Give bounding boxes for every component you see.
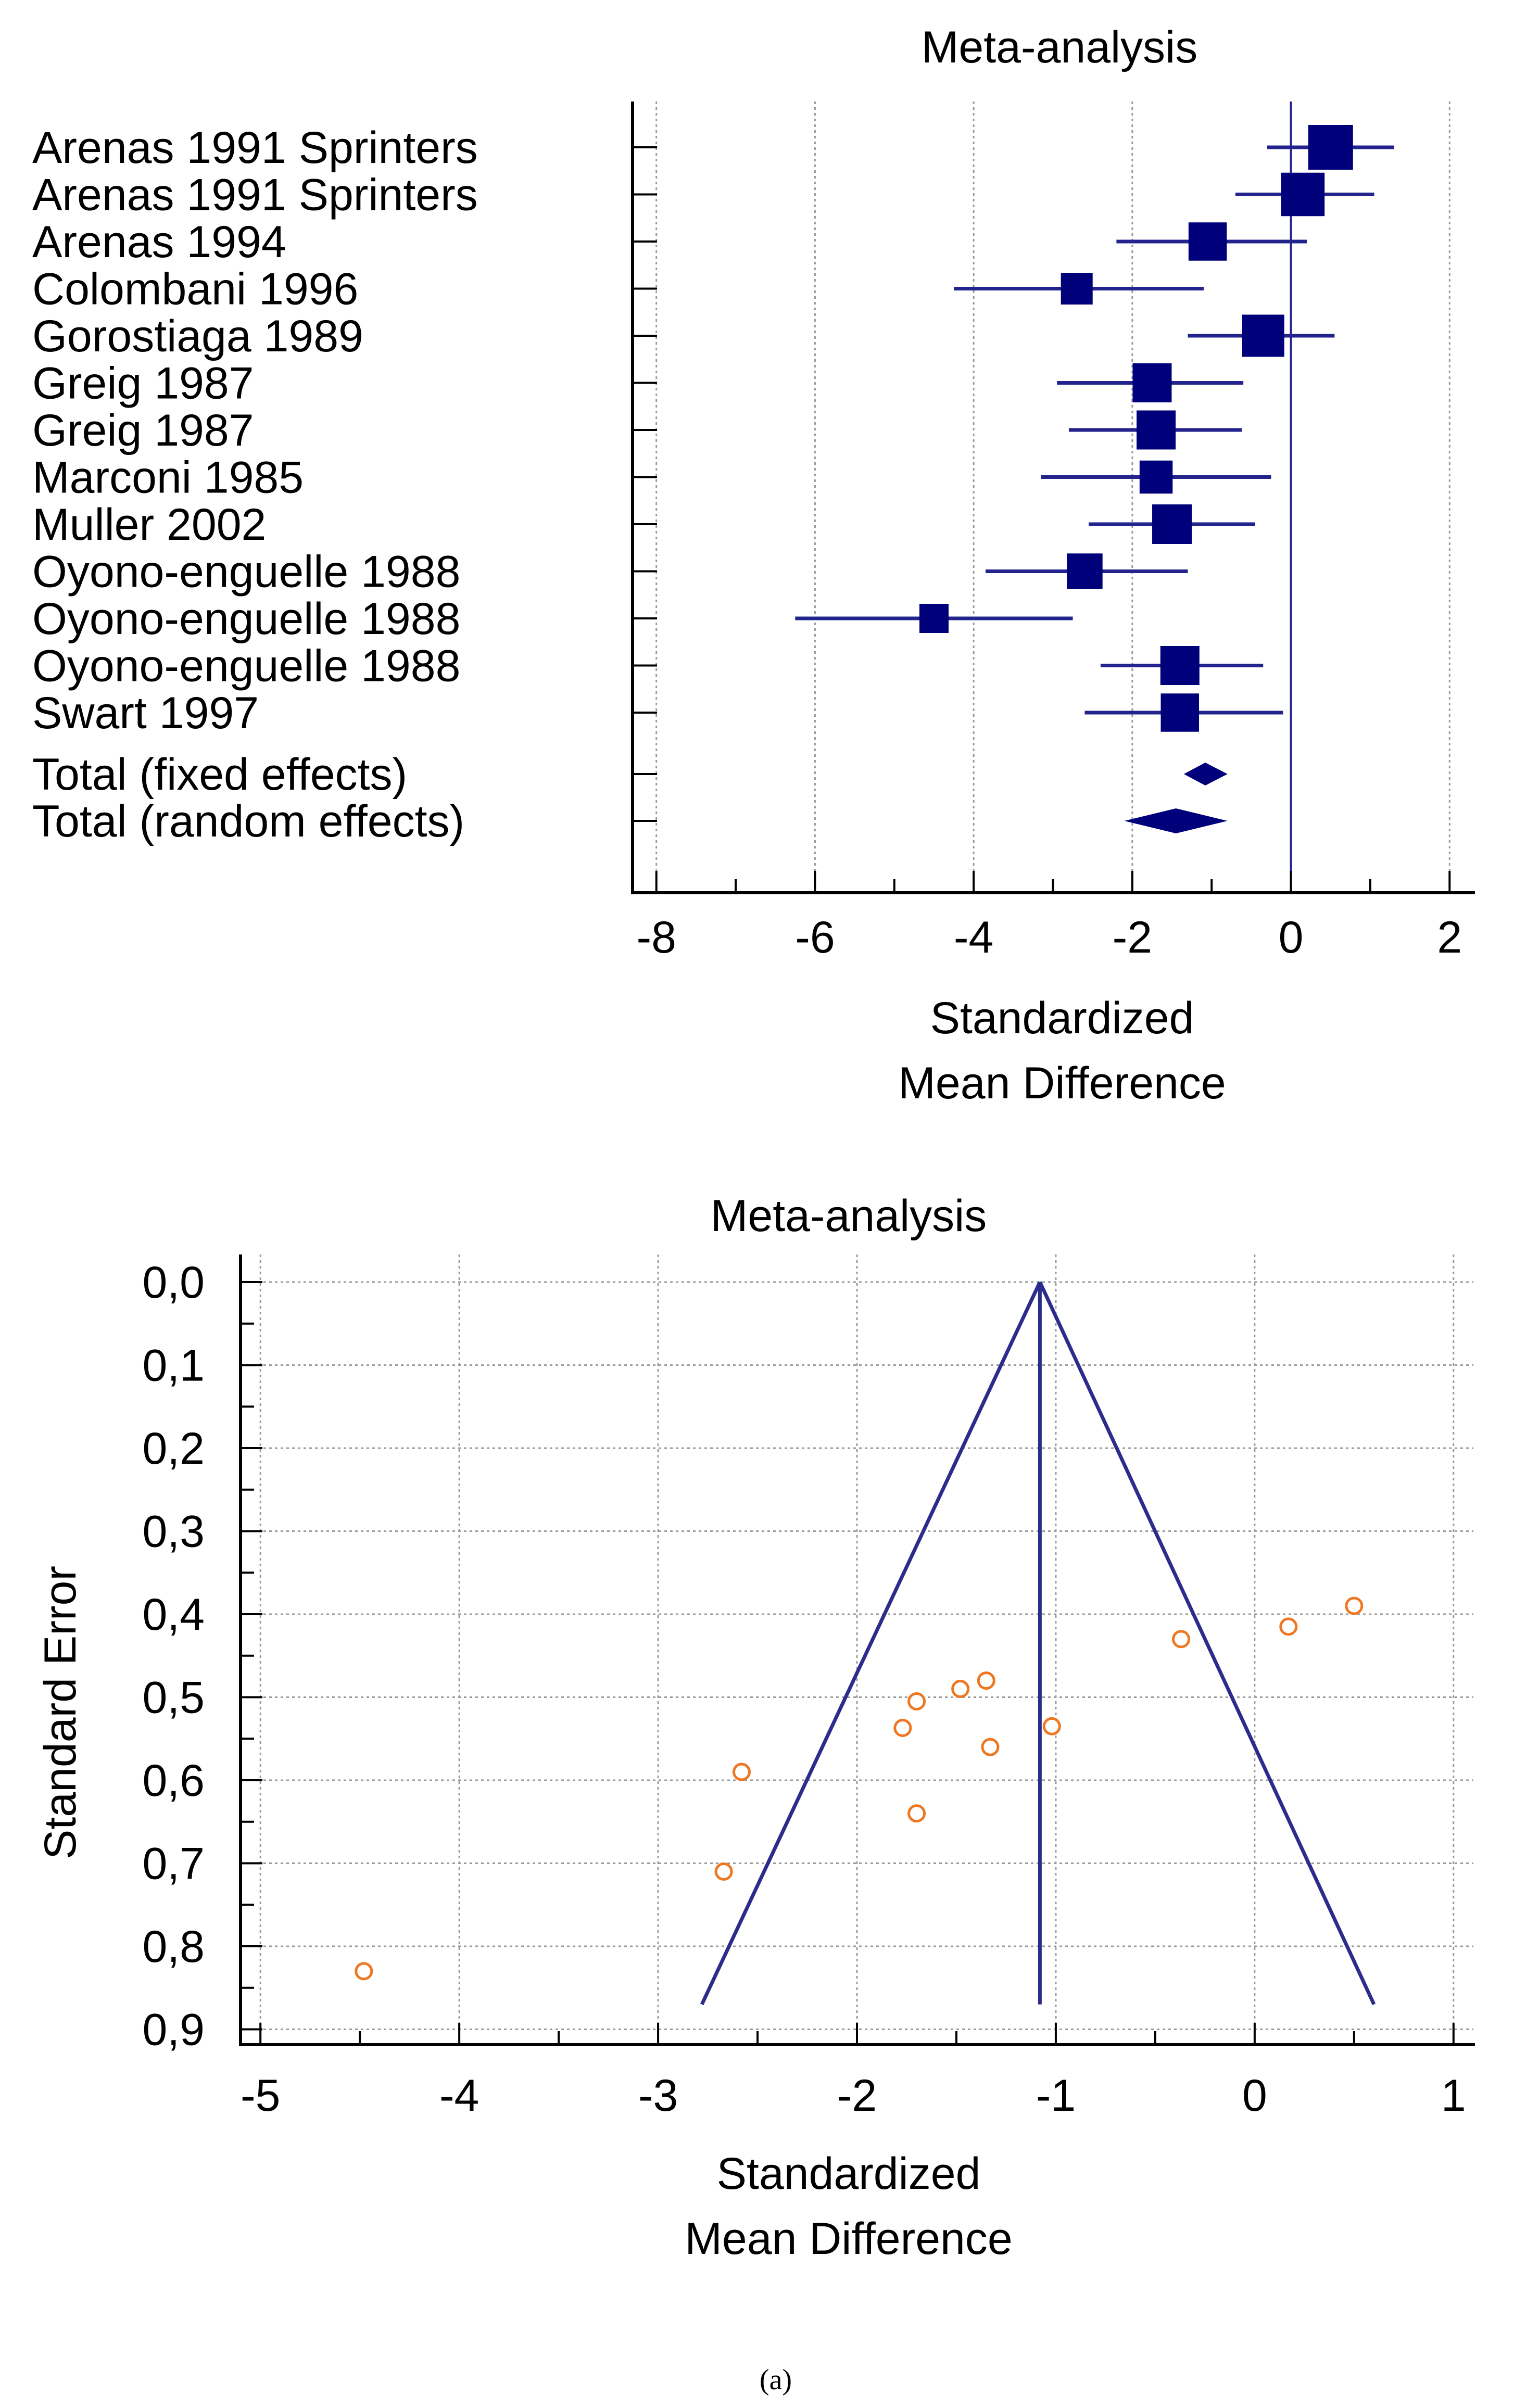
funnel-y-tick-label: 0,3 — [142, 1507, 205, 1557]
forest-gridlines — [655, 102, 1450, 893]
forest-study-label: Oyono-enguelle 1988 — [32, 641, 460, 691]
forest-point-marker — [1061, 273, 1093, 305]
forest-x-tick-label: -6 — [795, 912, 835, 962]
forest-study-label: Greig 1987 — [32, 359, 254, 409]
funnel-xlabel-line2: Mean Difference — [685, 2214, 1012, 2264]
forest-total-label: Total (fixed effects) — [32, 750, 407, 800]
forest-study-label: Arenas 1991 Sprinters — [32, 123, 478, 173]
forest-point-marker — [1067, 553, 1103, 589]
forest-axes — [631, 102, 1475, 894]
forest-study-label: Arenas 1994 — [32, 217, 286, 267]
funnel-points — [355, 1596, 1364, 1981]
funnel-y-tick-label: 0,8 — [142, 1922, 205, 1972]
forest-point-marker — [1242, 314, 1284, 357]
funnel-study-point — [1345, 1596, 1364, 1615]
figure-caption: (a) — [760, 2364, 792, 2396]
forest-xlabel-line1: Standardized — [930, 993, 1194, 1043]
funnel-y-tick-label: 0,6 — [142, 1756, 205, 1806]
funnel-title: Meta-analysis — [711, 1191, 987, 1241]
funnel-lines — [700, 1281, 1376, 2006]
funnel-study-point — [951, 1680, 970, 1699]
funnel-y-tick-label: 0,7 — [142, 1839, 205, 1889]
funnel-study-point — [1172, 1630, 1191, 1649]
funnel-x-ticks: -5 -4 -3 -2 -1 0 1 — [241, 2023, 1466, 2121]
forest-point-marker — [1308, 125, 1353, 170]
forest-x-ticks: -8 -6 -4 -2 0 2 — [636, 871, 1462, 962]
funnel-study-point — [714, 1862, 733, 1881]
funnel-gridlines — [241, 1254, 1473, 2045]
funnel-xlabel-line1: Standardized — [717, 2149, 981, 2199]
forest-study-label: Marconi 1985 — [32, 453, 304, 503]
funnel-ylabel: Standard Error — [35, 1566, 85, 1859]
forest-point-marker — [919, 604, 949, 633]
funnel-study-point — [893, 1719, 912, 1738]
funnel-x-tick-label: -5 — [241, 2071, 280, 2121]
forest-point-marker — [1139, 460, 1173, 494]
funnel-study-point — [981, 1738, 1000, 1756]
forest-study-label: Muller 2002 — [32, 500, 266, 550]
funnel-y-tick-label: 0,1 — [142, 1341, 205, 1391]
forest-point-marker — [1152, 504, 1192, 544]
funnel-x-tick-label: -4 — [439, 2071, 479, 2121]
forest-marks — [795, 125, 1394, 833]
forest-x-tick-label: 0 — [1279, 912, 1304, 962]
funnel-study-point — [1279, 1617, 1298, 1636]
funnel-y-tick-label: 0,0 — [142, 1258, 205, 1308]
forest-point-marker — [1160, 693, 1200, 732]
funnel-x-tick-label: 0 — [1242, 2071, 1267, 2121]
forest-total-diamond — [1124, 808, 1228, 833]
funnel-y-tick-label: 0,4 — [142, 1590, 205, 1640]
forest-point-marker — [1160, 646, 1200, 685]
forest-total-label: Total (random effects) — [32, 796, 464, 846]
forest-study-label: Greig 1987 — [32, 405, 254, 455]
forest-plot: Meta-analysis Arenas 1991 SprintersArena… — [32, 22, 1475, 1108]
funnel-y-tick-label: 0,9 — [142, 2005, 205, 2055]
forest-study-label: Oyono-enguelle 1988 — [32, 547, 460, 597]
forest-study-label: Colombani 1996 — [32, 264, 358, 314]
forest-study-label: Gorostiaga 1989 — [32, 311, 363, 361]
funnel-study-point — [977, 1671, 995, 1690]
funnel-x-tick-label: 1 — [1441, 2071, 1466, 2121]
funnel-study-point — [1042, 1717, 1061, 1735]
forest-point-marker — [1188, 222, 1227, 261]
funnel-x-tick-label: -1 — [1036, 2071, 1076, 2121]
forest-study-label: Swart 1997 — [32, 688, 259, 738]
forest-x-tick-label: 2 — [1437, 912, 1462, 962]
funnel-y-tick-label: 0,5 — [142, 1673, 205, 1723]
funnel-study-point — [732, 1763, 751, 1781]
funnel-x-tick-label: -2 — [837, 2071, 877, 2121]
forest-point-marker — [1132, 363, 1172, 402]
forest-point-marker — [1281, 172, 1325, 217]
forest-x-tick-label: -4 — [954, 912, 993, 962]
forest-point-marker — [1137, 410, 1176, 450]
funnel-right-boundary — [1038, 1281, 1376, 2006]
funnel-study-point — [907, 1692, 926, 1710]
forest-study-label: Oyono-enguelle 1988 — [32, 594, 460, 644]
forest-total-diamond — [1183, 763, 1228, 785]
forest-xlabel-line2: Mean Difference — [898, 1058, 1226, 1108]
funnel-y-ticks: 0,0 0,1 0,2 0,3 0,4 0,5 0,6 0,7 0,8 0,9 — [142, 1258, 262, 2055]
funnel-left-boundary — [700, 1281, 1042, 2006]
funnel-x-tick-label: -3 — [638, 2071, 678, 2121]
funnel-study-point — [907, 1804, 926, 1823]
funnel-y-tick-label: 0,2 — [142, 1424, 205, 1474]
forest-title: Meta-analysis — [922, 22, 1198, 72]
forest-x-tick-label: -8 — [636, 912, 676, 962]
funnel-study-point — [355, 1962, 373, 1981]
forest-study-label: Arenas 1991 Sprinters — [32, 170, 478, 220]
funnel-plot: Meta-analysis -5 -4 -3 -2 -1 0 1 0,00,10,20,30… — [35, 1191, 1475, 2264]
forest-x-tick-label: -2 — [1113, 912, 1152, 962]
